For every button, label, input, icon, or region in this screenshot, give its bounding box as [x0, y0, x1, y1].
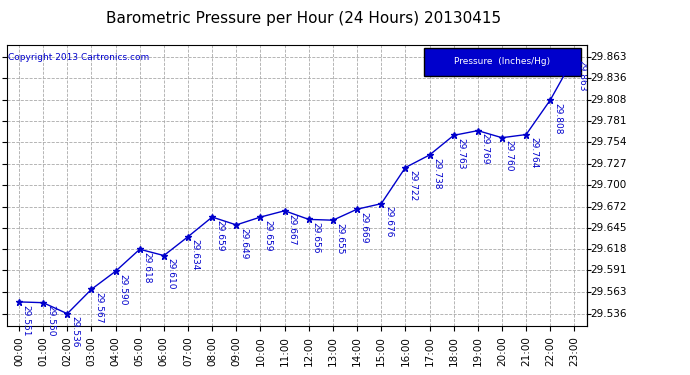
Text: 29.754: 29.754: [590, 137, 627, 147]
Text: 29.591: 29.591: [590, 266, 627, 276]
Text: 29.551: 29.551: [22, 304, 31, 336]
Text: 29.769: 29.769: [481, 134, 490, 165]
Text: 29.610: 29.610: [167, 258, 176, 290]
Text: 29.634: 29.634: [191, 240, 200, 271]
Text: 29.738: 29.738: [433, 158, 442, 189]
Text: 29.590: 29.590: [119, 274, 128, 306]
Text: 29.567: 29.567: [95, 292, 103, 324]
Text: 29.655: 29.655: [336, 223, 345, 255]
Text: 29.863: 29.863: [578, 60, 586, 91]
FancyBboxPatch shape: [424, 48, 581, 76]
Text: 29.808: 29.808: [553, 103, 562, 134]
Text: 29.863: 29.863: [590, 52, 627, 62]
Text: 29.676: 29.676: [384, 207, 393, 238]
Text: 29.672: 29.672: [590, 202, 627, 212]
Text: Copyright 2013 Cartronics.com: Copyright 2013 Cartronics.com: [8, 54, 149, 62]
Text: 29.645: 29.645: [590, 223, 627, 233]
Text: 29.649: 29.649: [239, 228, 248, 259]
Text: Pressure  (Inches/Hg): Pressure (Inches/Hg): [455, 57, 551, 66]
Text: 29.536: 29.536: [70, 316, 79, 348]
Text: 29.669: 29.669: [360, 212, 369, 243]
Text: 29.836: 29.836: [590, 73, 627, 83]
Text: 29.781: 29.781: [590, 116, 627, 126]
Text: 29.618: 29.618: [143, 252, 152, 284]
Text: 29.727: 29.727: [590, 159, 627, 169]
Text: 29.722: 29.722: [408, 170, 417, 202]
Text: 29.550: 29.550: [46, 306, 55, 337]
Text: 29.808: 29.808: [590, 95, 627, 105]
Text: 29.659: 29.659: [215, 220, 224, 251]
Text: 29.659: 29.659: [264, 220, 273, 251]
Text: 29.563: 29.563: [590, 288, 627, 297]
Text: 29.763: 29.763: [457, 138, 466, 170]
Text: 29.700: 29.700: [590, 180, 627, 190]
Text: 29.536: 29.536: [590, 309, 627, 319]
Text: 29.667: 29.667: [288, 213, 297, 245]
Text: 29.618: 29.618: [590, 244, 627, 254]
Text: 29.764: 29.764: [529, 137, 538, 169]
Text: 29.760: 29.760: [505, 141, 514, 172]
Text: 29.656: 29.656: [312, 222, 321, 254]
Text: Barometric Pressure per Hour (24 Hours) 20130415: Barometric Pressure per Hour (24 Hours) …: [106, 11, 501, 26]
